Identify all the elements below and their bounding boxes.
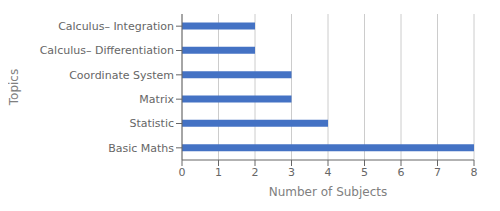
svg-text:1: 1 bbox=[215, 166, 222, 179]
svg-text:Number of Subjects: Number of Subjects bbox=[269, 185, 388, 199]
svg-text:Coordinate System: Coordinate System bbox=[69, 69, 174, 82]
svg-text:4: 4 bbox=[325, 166, 332, 179]
svg-text:7: 7 bbox=[434, 166, 441, 179]
svg-text:6: 6 bbox=[398, 166, 405, 179]
svg-text:Statistic: Statistic bbox=[129, 117, 174, 130]
svg-text:Calculus– Integration: Calculus– Integration bbox=[58, 20, 174, 33]
svg-text:Matrix: Matrix bbox=[139, 93, 174, 106]
svg-text:0: 0 bbox=[179, 166, 186, 179]
svg-text:3: 3 bbox=[288, 166, 295, 179]
svg-text:Basic Maths: Basic Maths bbox=[108, 142, 174, 155]
svg-text:2: 2 bbox=[252, 166, 259, 179]
svg-text:Calculus– Differentiation: Calculus– Differentiation bbox=[40, 44, 174, 57]
svg-text:Topics: Topics bbox=[8, 69, 21, 106]
svg-text:5: 5 bbox=[361, 166, 368, 179]
svg-text:8: 8 bbox=[471, 166, 478, 179]
